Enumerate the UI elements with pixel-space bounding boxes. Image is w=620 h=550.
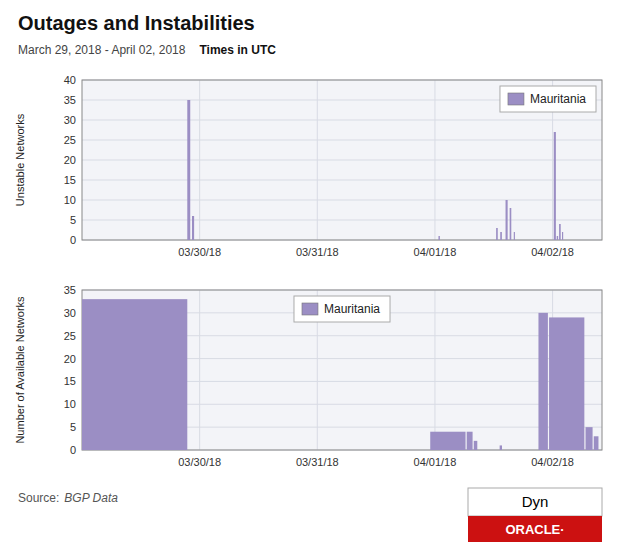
grid-line [82, 160, 602, 161]
plot-frame [82, 80, 602, 240]
bar [430, 432, 465, 450]
grid-line [82, 220, 602, 221]
bar [496, 228, 498, 240]
bar [510, 208, 512, 240]
y-tick-label: 20 [64, 154, 76, 166]
bar [594, 436, 599, 450]
grid-line [434, 80, 435, 240]
chart: Outages and Instabilities March 29, 2018 … [0, 0, 620, 550]
panel: 0 5 10 15 20 25 30 35 40 03/30/18 03/31/18 04/01/18… [14, 74, 602, 258]
y-tick-label: 10 [64, 398, 76, 410]
bar [192, 216, 194, 240]
background [0, 0, 620, 550]
panel: 0 5 10 15 20 25 30 35 03/30/18 03/31/18 04/01/18 04… [14, 284, 602, 468]
y-tick-label: 25 [64, 134, 76, 146]
logo-box [468, 516, 602, 542]
source-label: Source: [18, 491, 59, 505]
legend-label: Mauritania [324, 302, 380, 316]
x-tick-label: 03/31/18 [296, 456, 339, 468]
y-tick-label: 15 [64, 375, 76, 387]
bar [538, 313, 547, 450]
bar [438, 236, 439, 240]
legend-swatch [508, 93, 524, 105]
y-tick-label: 0 [70, 444, 76, 456]
bar [549, 317, 584, 450]
grid-line [82, 140, 602, 141]
grid-line [199, 290, 200, 450]
bars [187, 100, 563, 240]
source-name: BGP Data [64, 491, 118, 505]
x-tick-label: 04/02/18 [531, 456, 574, 468]
y-tick-label: 30 [64, 114, 76, 126]
y-tick-label: 25 [64, 330, 76, 342]
x-tick-label: 03/30/18 [178, 456, 221, 468]
y-tick-label: 35 [64, 94, 76, 106]
annotation: Times in UTC [199, 43, 276, 57]
x-tick-label: 03/31/18 [296, 246, 339, 258]
subtitle: March 29, 2018 - April 02, 2018 [18, 43, 186, 57]
legend-swatch [302, 303, 318, 315]
x-tick-label: 04/02/18 [531, 246, 574, 258]
y-axis-label: Unstable Networks [14, 113, 26, 206]
grid-line [317, 80, 318, 240]
x-tick-label: 04/01/18 [414, 456, 457, 468]
legend-frame [500, 86, 596, 112]
bar [467, 432, 473, 450]
y-tick-label: 0 [70, 234, 76, 246]
title: Outages and Instabilities [18, 12, 255, 34]
y-axis-label: Number of Available Networks [14, 296, 26, 444]
grid-line [82, 200, 602, 201]
legend: Mauritania [500, 86, 596, 112]
bar [82, 299, 187, 450]
plot-frame [82, 290, 602, 450]
y-tick-label: 10 [64, 194, 76, 206]
grid-line [82, 120, 602, 121]
bar [557, 236, 558, 240]
y-tick-label: 35 [64, 284, 76, 296]
bar [187, 100, 190, 240]
bar [562, 232, 563, 240]
legend: Mauritania [294, 296, 390, 322]
y-tick-label: 5 [70, 421, 76, 433]
y-tick-label: 30 [64, 307, 76, 319]
legend-frame [294, 296, 390, 322]
y-tick-label: 40 [64, 74, 76, 86]
grid-line [434, 290, 435, 450]
plot-area [82, 80, 602, 240]
x-tick-label: 03/30/18 [178, 246, 221, 258]
bar [554, 132, 556, 240]
bar [514, 232, 515, 240]
y-tick-label: 15 [64, 174, 76, 186]
bar [500, 445, 502, 450]
grid-line [199, 80, 200, 240]
y-tick-label: 5 [70, 214, 76, 226]
x-tick-label: 04/01/18 [414, 246, 457, 258]
bar [506, 200, 508, 240]
plot-area [82, 290, 602, 450]
legend-label: Mauritania [530, 92, 586, 106]
bar [559, 224, 561, 240]
logo-text: ORACLE· [505, 522, 564, 537]
logo-box [468, 488, 602, 516]
logo-text: Dyn [522, 493, 549, 510]
bar [500, 232, 502, 240]
bar [586, 427, 593, 450]
y-tick-label: 20 [64, 353, 76, 365]
bar [474, 441, 478, 450]
grid-line [82, 180, 602, 181]
